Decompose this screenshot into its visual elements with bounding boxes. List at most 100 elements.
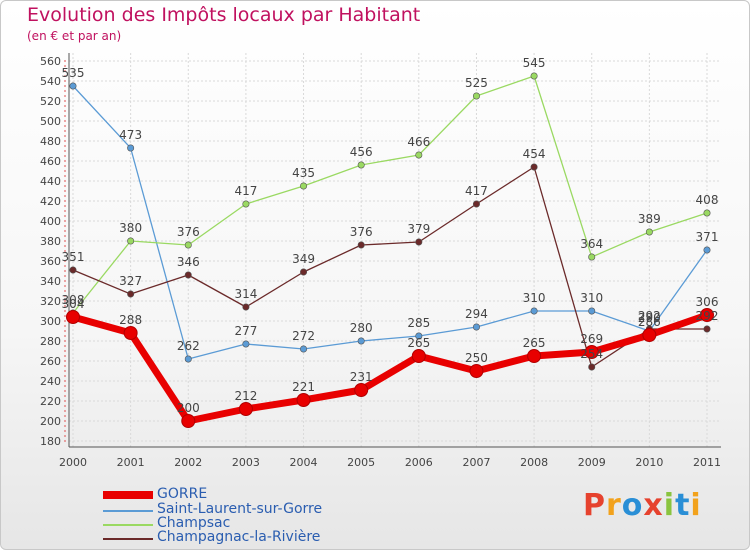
data-point-saint-laurent-sur-gorre	[242, 340, 250, 348]
data-label-champsac: 435	[292, 166, 315, 180]
x-tick-label: 2006	[405, 456, 433, 469]
data-point-champagnac-la-riviere	[357, 241, 365, 249]
data-point-champagnac-la-riviere	[588, 363, 596, 371]
y-tick-label: 220	[40, 395, 61, 408]
data-label-gorre: 288	[119, 313, 142, 327]
y-tick-label: 260	[40, 355, 61, 368]
data-point-champsac	[127, 237, 135, 245]
data-point-gorre	[181, 414, 196, 428]
data-point-champagnac-la-riviere	[703, 325, 711, 333]
data-point-gorre	[66, 310, 80, 324]
data-label-gorre: 286	[638, 315, 661, 329]
chart-title: Evolution des Impôts locaux par Habitant	[27, 4, 421, 26]
data-point-gorre	[469, 364, 484, 378]
legend-swatch	[103, 538, 153, 540]
y-tick-label: 340	[40, 275, 61, 288]
data-label-champsac: 408	[696, 193, 719, 207]
data-point-gorre	[527, 349, 542, 363]
data-label-saint-laurent-sur-gorre: 310	[523, 291, 546, 305]
x-tick-label: 2002	[174, 456, 202, 469]
data-label-saint-laurent-sur-gorre: 294	[465, 307, 488, 321]
data-label-saint-laurent-sur-gorre: 262	[177, 339, 200, 353]
legend-swatch	[103, 524, 153, 526]
data-point-champagnac-la-riviere	[184, 271, 192, 279]
y-tick-label: 540	[40, 75, 61, 88]
y-tick-label: 420	[40, 195, 61, 208]
x-tick-label: 2010	[635, 456, 663, 469]
data-point-champagnac-la-riviere	[69, 266, 77, 274]
data-label-champsac: 308	[62, 293, 85, 307]
data-point-champagnac-la-riviere	[530, 163, 538, 171]
data-point-saint-laurent-sur-gorre	[588, 307, 596, 315]
legend-label: GORRE	[157, 486, 208, 502]
data-label-champsac: 380	[119, 221, 142, 235]
y-tick-label: 180	[40, 435, 61, 448]
y-tick-label: 200	[40, 415, 61, 428]
data-point-champsac	[415, 151, 423, 159]
data-label-champagnac-la-riviere: 379	[407, 222, 430, 236]
data-point-saint-laurent-sur-gorre	[357, 337, 365, 345]
data-point-saint-laurent-sur-gorre	[703, 246, 711, 254]
x-tick-label: 2003	[232, 456, 260, 469]
chart-subtitle: (en € et par an)	[27, 29, 122, 43]
data-point-champsac	[645, 228, 653, 236]
data-label-saint-laurent-sur-gorre: 277	[234, 324, 257, 338]
data-label-champsac: 389	[638, 212, 661, 226]
y-tick-label: 480	[40, 135, 61, 148]
y-tick-label: 500	[40, 115, 61, 128]
data-point-saint-laurent-sur-gorre	[69, 82, 77, 90]
series-line-saint-laurent-sur-gorre	[72, 85, 708, 360]
legend-label: Champsac	[157, 515, 231, 531]
data-point-champagnac-la-riviere	[415, 238, 423, 246]
data-label-champagnac-la-riviere: 417	[465, 184, 488, 198]
y-tick-label: 280	[40, 335, 61, 348]
y-tick-label: 360	[40, 255, 61, 268]
x-tick-label: 2011	[693, 456, 721, 469]
x-tick-label: 2007	[462, 456, 490, 469]
data-label-saint-laurent-sur-gorre: 371	[696, 230, 719, 244]
data-label-champagnac-la-riviere: 254	[580, 347, 603, 361]
data-point-gorre	[238, 402, 253, 416]
series-line-champagnac-la-riviere	[72, 166, 707, 368]
data-label-champagnac-la-riviere: 292	[696, 309, 719, 323]
data-label-gorre: 265	[407, 336, 430, 350]
data-point-gorre	[642, 328, 657, 342]
data-label-gorre: 250	[465, 351, 488, 365]
data-label-gorre: 306	[696, 295, 719, 309]
legend-label: Champagnac-la-Rivière	[157, 529, 321, 545]
data-label-champagnac-la-riviere: 376	[350, 225, 373, 239]
data-point-champsac	[703, 209, 711, 217]
series-line-gorre	[72, 311, 709, 425]
legend-swatch	[103, 510, 153, 512]
data-point-saint-laurent-sur-gorre	[184, 355, 192, 363]
data-point-saint-laurent-sur-gorre	[472, 323, 480, 331]
data-point-champagnac-la-riviere	[127, 290, 135, 298]
data-label-gorre: 231	[350, 370, 373, 384]
data-label-champsac: 545	[523, 56, 546, 70]
data-label-saint-laurent-sur-gorre: 310	[580, 291, 603, 305]
data-point-champsac	[357, 161, 365, 169]
data-label-gorre: 304	[62, 297, 85, 311]
data-label-champsac: 417	[234, 184, 257, 198]
data-point-champagnac-la-riviere	[300, 268, 308, 276]
x-tick-label: 2000	[59, 456, 87, 469]
data-label-champagnac-la-riviere: 454	[523, 147, 546, 161]
data-label-gorre: 269	[580, 332, 603, 346]
data-label-saint-laurent-sur-gorre: 535	[62, 66, 85, 80]
data-point-champsac	[300, 182, 308, 190]
data-point-champsac	[472, 92, 480, 100]
data-label-champsac: 364	[580, 237, 603, 251]
data-label-champagnac-la-riviere: 314	[234, 287, 257, 301]
x-tick-label: 2009	[578, 456, 606, 469]
data-label-gorre: 212	[234, 389, 257, 403]
data-point-champsac	[530, 72, 538, 80]
x-tick-label: 2008	[520, 456, 548, 469]
data-label-champagnac-la-riviere: 292	[638, 309, 661, 323]
data-point-gorre	[584, 345, 599, 359]
y-tick-label: 400	[40, 215, 61, 228]
data-label-champagnac-la-riviere: 327	[119, 274, 142, 288]
data-label-champsac: 525	[465, 76, 488, 90]
y-tick-label: 440	[40, 175, 61, 188]
